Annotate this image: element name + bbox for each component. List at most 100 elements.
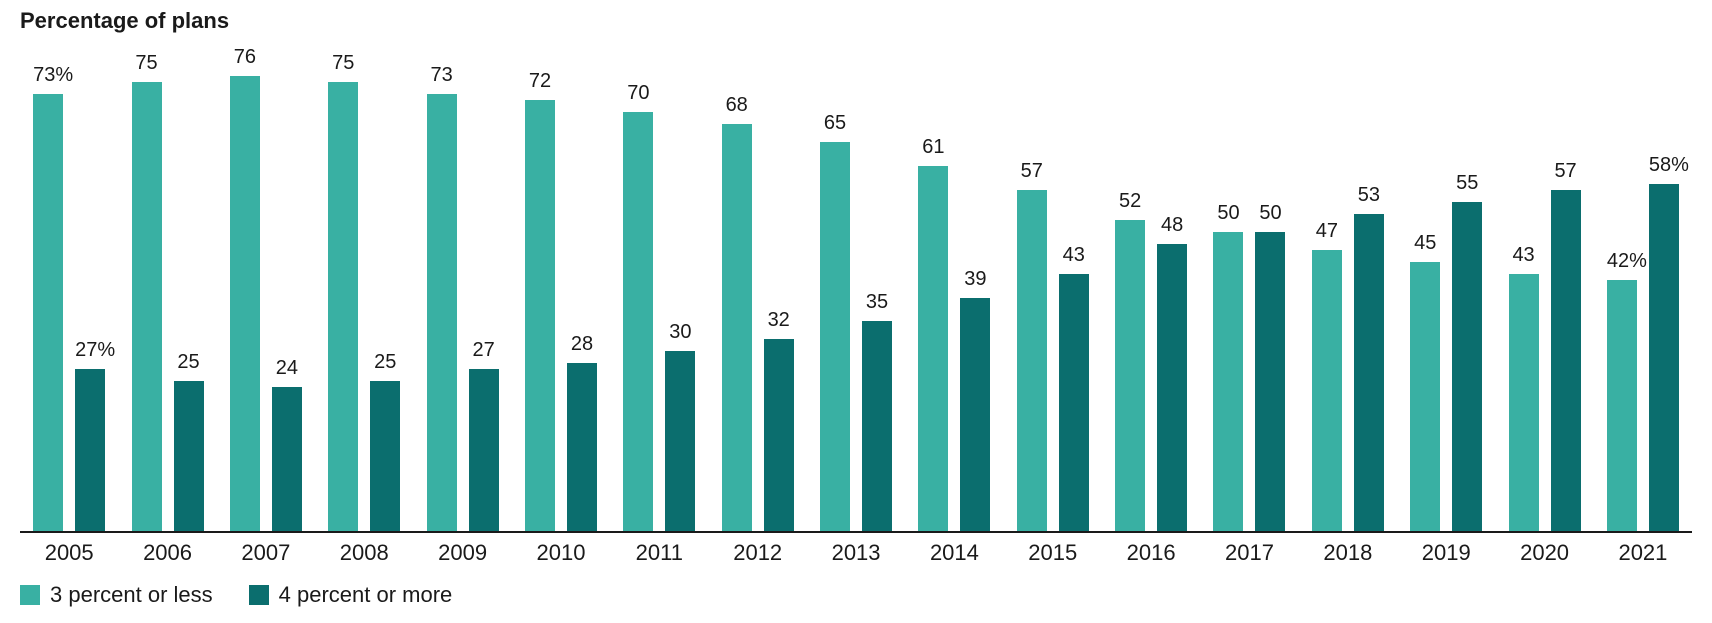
bar-group: 47 53: [1299, 52, 1397, 531]
x-tick-label: 2015: [1004, 540, 1102, 566]
bar-value-label: 72: [525, 70, 555, 93]
bar-value-label: 57: [1551, 160, 1581, 183]
bar-value-label: 57: [1017, 160, 1047, 183]
legend: 3 percent or less 4 percent or more: [20, 582, 452, 608]
bar-s1: 47: [1312, 250, 1342, 531]
bar-s1: 76: [230, 76, 260, 531]
bar-value-label: 53: [1354, 184, 1384, 207]
x-tick-label: 2013: [807, 540, 905, 566]
bar-group: 7525: [118, 52, 216, 531]
bar-value-label: 73%: [33, 64, 63, 87]
bar-value-label: 45: [1410, 232, 1440, 255]
bar-group: 5248: [1102, 52, 1200, 531]
bar-value-label: 52: [1115, 190, 1145, 213]
x-tick-label: 2011: [610, 540, 708, 566]
bar-value-label: 25: [370, 351, 400, 374]
x-axis: 2005200620072008200920102011201220132014…: [20, 540, 1692, 566]
bar-s1: 65: [820, 142, 850, 531]
legend-label: 3 percent or less: [50, 582, 213, 608]
legend-swatch-icon: [20, 585, 40, 605]
bar-group: 5743: [1004, 52, 1102, 531]
bar-group: 73 27: [413, 52, 511, 531]
x-tick-label: 2012: [709, 540, 807, 566]
bar-value-label: 50: [1213, 202, 1243, 225]
plot-area: 73%27%7525762475257327722870306832653561…: [20, 52, 1692, 533]
bar-s1: 50: [1213, 232, 1243, 531]
bar-s2: 28: [567, 363, 597, 531]
bar-s2: 35: [862, 321, 892, 531]
bar-s2: 25: [174, 381, 204, 531]
x-tick-label: 2009: [413, 540, 511, 566]
bar-value-label: 75: [328, 52, 358, 75]
bar-value-label: 73: [427, 64, 457, 87]
bar-value-label: 43: [1059, 244, 1089, 267]
bar-s1: 68: [722, 124, 752, 531]
bar-s2: 50: [1255, 232, 1285, 531]
bar-s2: 57: [1551, 190, 1581, 531]
bar-value-label: 58%: [1649, 154, 1679, 177]
legend-swatch-icon: [249, 585, 269, 605]
bar-value-label: 61: [918, 136, 948, 159]
bar-value-label: 30: [665, 321, 695, 344]
x-tick-label: 2005: [20, 540, 118, 566]
x-tick-label: 2020: [1495, 540, 1593, 566]
bar-group: 5050: [1200, 52, 1298, 531]
bar-value-label: 27: [469, 339, 499, 362]
chart-container: Percentage of plans 73%27%75257624752573…: [0, 0, 1712, 623]
bar-s1: 70: [623, 112, 653, 531]
x-tick-label: 2016: [1102, 540, 1200, 566]
bar-group: 6832: [709, 52, 807, 531]
bar-s1: 45: [1410, 262, 1440, 531]
bar-s1: 52: [1115, 220, 1145, 531]
bar-value-label: 27%: [75, 339, 105, 362]
bar-value-label: 39: [960, 268, 990, 291]
bar-s2: 25: [370, 381, 400, 531]
bar-value-label: 50: [1255, 202, 1285, 225]
bar-value-label: 55: [1452, 172, 1482, 195]
bar-group: 70 30: [610, 52, 708, 531]
bar-group: 42% 58%: [1594, 52, 1692, 531]
bar-group: 4357: [1495, 52, 1593, 531]
bar-s2: 24: [272, 387, 302, 531]
bar-value-label: 25: [174, 351, 204, 374]
bar-group: 7624: [217, 52, 315, 531]
bar-s2: 58%: [1649, 184, 1679, 531]
x-tick-label: 2010: [512, 540, 610, 566]
bar-s2: 48: [1157, 244, 1187, 531]
bar-group: 7228: [512, 52, 610, 531]
bar-group: 75 25: [315, 52, 413, 531]
bar-value-label: 24: [272, 357, 302, 380]
bar-s1: 57: [1017, 190, 1047, 531]
bar-group: 61 39: [905, 52, 1003, 531]
legend-item: 3 percent or less: [20, 582, 213, 608]
bar-s2: 55: [1452, 202, 1482, 531]
x-tick-label: 2019: [1397, 540, 1495, 566]
bar-value-label: 65: [820, 112, 850, 135]
x-tick-label: 2014: [905, 540, 1003, 566]
bar-value-label: 32: [764, 309, 794, 332]
bar-s1: 75: [132, 82, 162, 531]
bar-s1: 42%: [1607, 280, 1637, 531]
bar-value-label: 76: [230, 46, 260, 69]
bar-value-label: 48: [1157, 214, 1187, 237]
chart-title: Percentage of plans: [20, 8, 229, 34]
x-tick-label: 2007: [217, 540, 315, 566]
bar-s1: 61: [918, 166, 948, 531]
bar-value-label: 35: [862, 291, 892, 314]
legend-label: 4 percent or more: [279, 582, 453, 608]
bar-s1: 72: [525, 100, 555, 531]
x-tick-label: 2018: [1299, 540, 1397, 566]
bar-groups: 73%27%7525762475257327722870306832653561…: [20, 52, 1692, 531]
bar-value-label: 75: [132, 52, 162, 75]
bar-s2: 27%: [75, 369, 105, 531]
x-tick-label: 2006: [118, 540, 216, 566]
bar-value-label: 28: [567, 333, 597, 356]
bar-s2: 43: [1059, 274, 1089, 531]
bar-group: 6535: [807, 52, 905, 531]
bar-s2: 32: [764, 339, 794, 531]
x-tick-label: 2021: [1594, 540, 1692, 566]
bar-s1: 43: [1509, 274, 1539, 531]
legend-item: 4 percent or more: [249, 582, 453, 608]
bar-value-label: 68: [722, 94, 752, 117]
bar-value-label: 70: [623, 82, 653, 105]
